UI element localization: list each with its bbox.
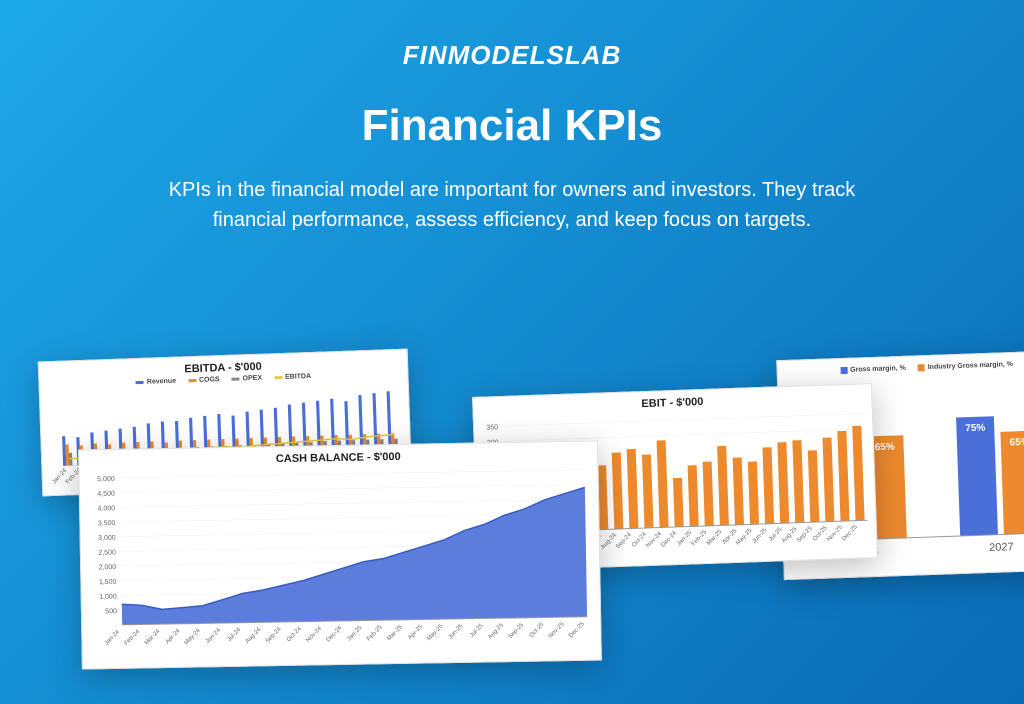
svg-text:May-24: May-24 <box>184 627 203 646</box>
margin-legend-0: Gross margin, % <box>850 365 906 374</box>
svg-text:Dec-24: Dec-24 <box>660 530 678 549</box>
svg-text:3,000: 3,000 <box>98 535 116 542</box>
svg-text:Feb-24: Feb-24 <box>124 628 142 646</box>
svg-text:Apr-25: Apr-25 <box>407 623 424 641</box>
svg-text:Nov-25: Nov-25 <box>548 621 566 640</box>
svg-text:Mar-24: Mar-24 <box>144 628 162 646</box>
svg-text:4,000: 4,000 <box>98 505 116 512</box>
svg-text:Sep-25: Sep-25 <box>507 622 525 641</box>
svg-text:Apr-24: Apr-24 <box>165 628 182 646</box>
svg-text:65%: 65% <box>875 442 895 454</box>
cash-chart: 500 1,000 1,500 2,000 2,500 3,000 3,500 4,000 4,… <box>79 459 602 663</box>
svg-text:1,500: 1,500 <box>99 579 117 586</box>
svg-text:Dec-25: Dec-25 <box>568 621 586 640</box>
svg-text:Jan-24: Jan-24 <box>104 629 122 647</box>
svg-text:Sep-24: Sep-24 <box>615 532 633 551</box>
ebitda-legend-0: Revenue <box>147 378 176 386</box>
svg-text:Jul-24: Jul-24 <box>227 627 243 643</box>
svg-text:2,500: 2,500 <box>98 549 116 556</box>
svg-text:Jan-25: Jan-25 <box>346 625 364 643</box>
svg-text:350: 350 <box>486 424 498 431</box>
svg-text:Mar-25: Mar-25 <box>706 528 724 546</box>
svg-text:Jun-25: Jun-25 <box>447 623 465 641</box>
svg-text:3,500: 3,500 <box>98 520 116 527</box>
svg-text:Aug-24: Aug-24 <box>245 626 263 645</box>
svg-text:500: 500 <box>105 608 117 615</box>
svg-text:Nov-24: Nov-24 <box>645 530 663 549</box>
svg-text:Nov-24: Nov-24 <box>305 625 323 644</box>
svg-text:Sep-25: Sep-25 <box>796 525 814 544</box>
svg-text:Mar-25: Mar-25 <box>386 624 404 642</box>
svg-text:Dec-25: Dec-25 <box>841 524 859 543</box>
svg-text:Oct-25: Oct-25 <box>529 621 546 639</box>
svg-text:Nov-25: Nov-25 <box>826 524 844 543</box>
svg-text:Jul-25: Jul-25 <box>469 622 485 638</box>
svg-text:Feb-25: Feb-25 <box>691 529 709 547</box>
svg-text:75%: 75% <box>965 423 985 435</box>
svg-text:Jun-24: Jun-24 <box>205 627 223 645</box>
svg-text:May-25: May-25 <box>426 623 445 642</box>
svg-text:Aug-24: Aug-24 <box>600 532 618 551</box>
svg-text:Sep-24: Sep-24 <box>265 626 283 645</box>
svg-text:Aug-25: Aug-25 <box>487 622 505 641</box>
svg-text:65%: 65% <box>1009 437 1024 449</box>
page-title: Financial KPIs <box>0 101 1024 151</box>
svg-text:2,000: 2,000 <box>99 564 117 571</box>
svg-text:4,500: 4,500 <box>97 491 115 498</box>
svg-text:Jun-25: Jun-25 <box>752 527 769 545</box>
svg-text:1,000: 1,000 <box>99 594 117 601</box>
svg-text:Dec-24: Dec-24 <box>326 625 344 644</box>
ebitda-legend-2: OPEX <box>243 375 263 383</box>
ebitda-legend-3: EBITDA <box>285 373 311 381</box>
cash-chart-card: CASH BALANCE - $'000 5001,0001,5002,0002… <box>78 440 602 669</box>
svg-text:Oct-24: Oct-24 <box>286 626 303 644</box>
svg-text:Feb-25: Feb-25 <box>366 624 384 642</box>
svg-text:2027: 2027 <box>989 541 1014 554</box>
ebitda-legend-1: COGS <box>199 376 220 384</box>
page-subtitle: KPIs in the financial model are importan… <box>132 175 892 235</box>
svg-text:5,000: 5,000 <box>97 476 115 483</box>
brand-logo: FINMODELSLAB <box>0 0 1024 71</box>
svg-text:Aug-25: Aug-25 <box>781 526 799 545</box>
svg-text:May-25: May-25 <box>735 527 753 546</box>
